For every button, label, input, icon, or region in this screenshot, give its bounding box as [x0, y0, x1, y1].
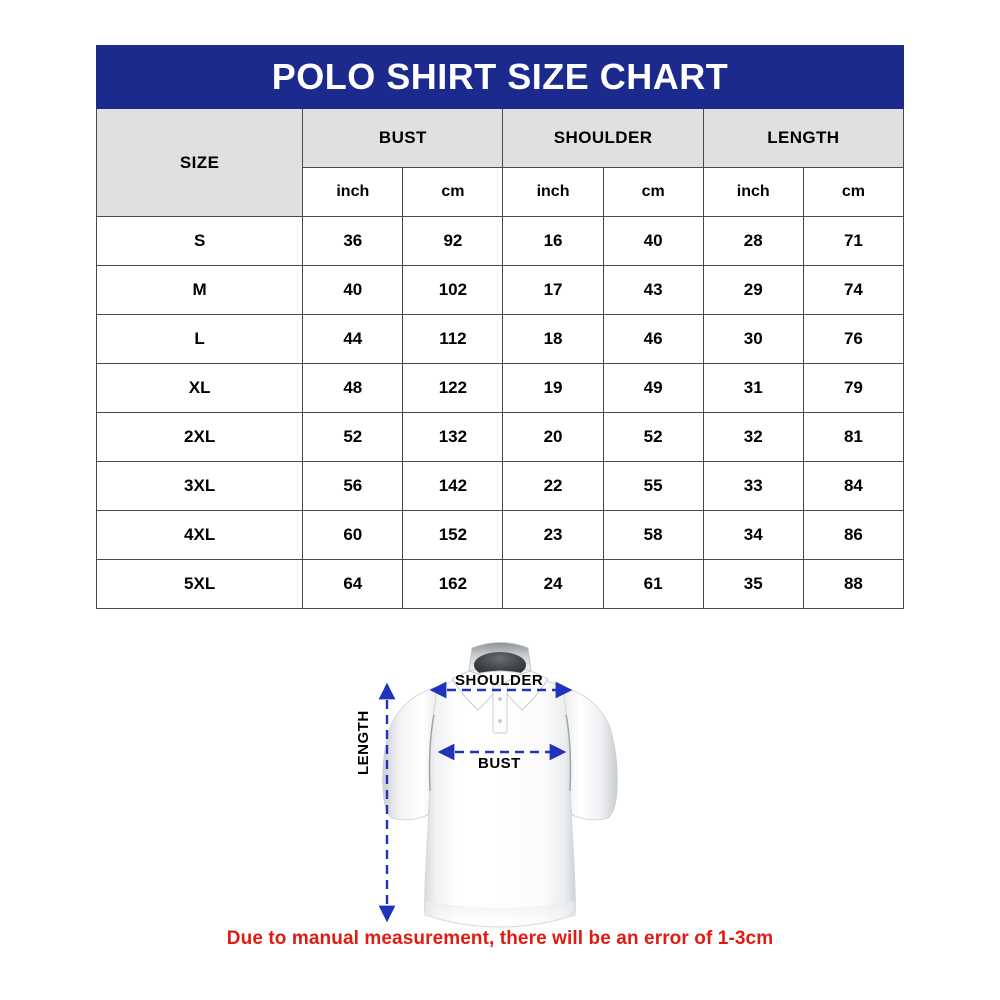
- shirt-button-bottom: [498, 719, 502, 723]
- shirt-placket: [492, 684, 508, 734]
- column-header-length: LENGTH: [702, 108, 905, 168]
- unit-shoulder-inch: inch: [502, 167, 604, 217]
- cell-bust-cm: 162: [402, 559, 504, 609]
- cell-length-cm: 84: [802, 461, 905, 511]
- cell-size: 5XL: [95, 559, 304, 609]
- cell-bust-inch: 52: [302, 412, 404, 462]
- cell-shoulder-inch: 17: [502, 265, 604, 315]
- cell-shoulder-cm: 43: [602, 265, 704, 315]
- cell-bust-cm: 142: [402, 461, 504, 511]
- cell-size: 4XL: [95, 510, 304, 560]
- cell-shoulder-cm: 55: [602, 461, 704, 511]
- cell-shoulder-inch: 24: [502, 559, 604, 609]
- cell-length-inch: 34: [702, 510, 804, 560]
- cell-shoulder-inch: 19: [502, 363, 604, 413]
- unit-bust-inch: inch: [302, 167, 404, 217]
- cell-shoulder-inch: 23: [502, 510, 604, 560]
- cell-size: L: [95, 314, 304, 364]
- table-row: L 44 112 18 46 30 76: [95, 314, 905, 364]
- table-unit-row: inch cm inch cm inch cm: [97, 167, 905, 217]
- cell-length-inch: 32: [702, 412, 804, 462]
- cell-length-cm: 81: [802, 412, 905, 462]
- cell-bust-cm: 92: [402, 216, 504, 266]
- cell-shoulder-cm: 40: [602, 216, 704, 266]
- length-label: LENGTH: [355, 710, 372, 775]
- column-header-bust: BUST: [302, 108, 504, 168]
- cell-bust-inch: 40: [302, 265, 404, 315]
- chart-title: POLO SHIRT SIZE CHART: [96, 45, 904, 109]
- table-title-row: POLO SHIRT SIZE CHART: [96, 45, 904, 109]
- cell-shoulder-cm: 61: [602, 559, 704, 609]
- table-row: XL 48 122 19 49 31 79: [95, 363, 905, 413]
- cell-shoulder-inch: 20: [502, 412, 604, 462]
- cell-length-inch: 35: [702, 559, 804, 609]
- cell-length-cm: 79: [802, 363, 905, 413]
- shoulder-label: SHOULDER: [455, 672, 544, 689]
- cell-bust-cm: 132: [402, 412, 504, 462]
- table-row: 2XL 52 132 20 52 32 81: [95, 412, 905, 462]
- unit-length-inch: inch: [702, 167, 804, 217]
- cell-length-inch: 31: [702, 363, 804, 413]
- cell-bust-inch: 44: [302, 314, 404, 364]
- cell-shoulder-cm: 58: [602, 510, 704, 560]
- unit-length-cm: cm: [802, 167, 905, 217]
- cell-length-cm: 86: [802, 510, 905, 560]
- cell-length-inch: 30: [702, 314, 804, 364]
- column-header-size: SIZE: [95, 108, 304, 217]
- column-header-shoulder: SHOULDER: [502, 108, 704, 168]
- polo-shirt-illustration: [378, 642, 618, 928]
- cell-size: 2XL: [95, 412, 304, 462]
- cell-length-inch: 33: [702, 461, 804, 511]
- cell-size: S: [95, 216, 304, 266]
- table-row: M 40 102 17 43 29 74: [95, 265, 905, 315]
- bust-label: BUST: [478, 755, 521, 772]
- shirt-seam-left: [428, 714, 435, 792]
- cell-bust-inch: 36: [302, 216, 404, 266]
- unit-shoulder-cm: cm: [602, 167, 704, 217]
- measurement-diagram: SHOULDER BUST LENGTH: [0, 615, 1000, 935]
- cell-bust-inch: 60: [302, 510, 404, 560]
- table-row: 5XL 64 162 24 61 35 88: [95, 559, 905, 609]
- cell-bust-cm: 122: [402, 363, 504, 413]
- cell-length-cm: 71: [802, 216, 905, 266]
- table-row: 4XL 60 152 23 58 34 86: [95, 510, 905, 560]
- shirt-button-top: [498, 697, 502, 701]
- cell-length-inch: 28: [702, 216, 804, 266]
- cell-bust-cm: 112: [402, 314, 504, 364]
- cell-size: 3XL: [95, 461, 304, 511]
- shirt-neck-opening: [474, 652, 526, 678]
- cell-shoulder-cm: 52: [602, 412, 704, 462]
- cell-shoulder-inch: 16: [502, 216, 604, 266]
- cell-length-cm: 88: [802, 559, 905, 609]
- cell-bust-cm: 152: [402, 510, 504, 560]
- cell-bust-inch: 64: [302, 559, 404, 609]
- cell-size: XL: [95, 363, 304, 413]
- size-chart-table: POLO SHIRT SIZE CHART SIZE BUST SHOULDER…: [95, 45, 905, 609]
- cell-length-inch: 29: [702, 265, 804, 315]
- cell-bust-cm: 102: [402, 265, 504, 315]
- cell-shoulder-cm: 49: [602, 363, 704, 413]
- unit-bust-cm: cm: [402, 167, 504, 217]
- shirt-seam-right: [565, 714, 572, 792]
- cell-length-cm: 76: [802, 314, 905, 364]
- measurement-disclaimer: Due to manual measurement, there will be…: [226, 928, 774, 949]
- cell-bust-inch: 48: [302, 363, 404, 413]
- table-row: 3XL 56 142 22 55 33 84: [95, 461, 905, 511]
- table-row: S 36 92 16 40 28 71: [95, 216, 905, 266]
- cell-shoulder-cm: 46: [602, 314, 704, 364]
- cell-bust-inch: 56: [302, 461, 404, 511]
- cell-shoulder-inch: 18: [502, 314, 604, 364]
- cell-length-cm: 74: [802, 265, 905, 315]
- cell-size: M: [95, 265, 304, 315]
- table-group-header-row: SIZE BUST SHOULDER LENGTH: [95, 108, 905, 217]
- cell-shoulder-inch: 22: [502, 461, 604, 511]
- shirt-hem-shadow: [425, 901, 575, 927]
